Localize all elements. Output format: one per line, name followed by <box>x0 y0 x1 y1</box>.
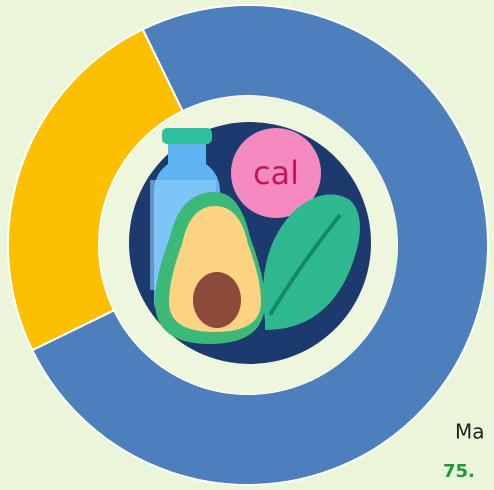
food-icon: cal <box>150 128 360 344</box>
bottle-cap <box>162 128 212 144</box>
cal-text: cal <box>253 154 299 192</box>
leaf <box>263 194 360 330</box>
slices <box>7 4 489 486</box>
annotation: Ma <box>455 420 485 444</box>
avocado-pit <box>193 272 241 328</box>
cal-badge <box>231 128 321 218</box>
value-label: 75. <box>443 461 475 482</box>
leaf-vein <box>268 213 342 317</box>
donut-slice <box>7 27 185 352</box>
